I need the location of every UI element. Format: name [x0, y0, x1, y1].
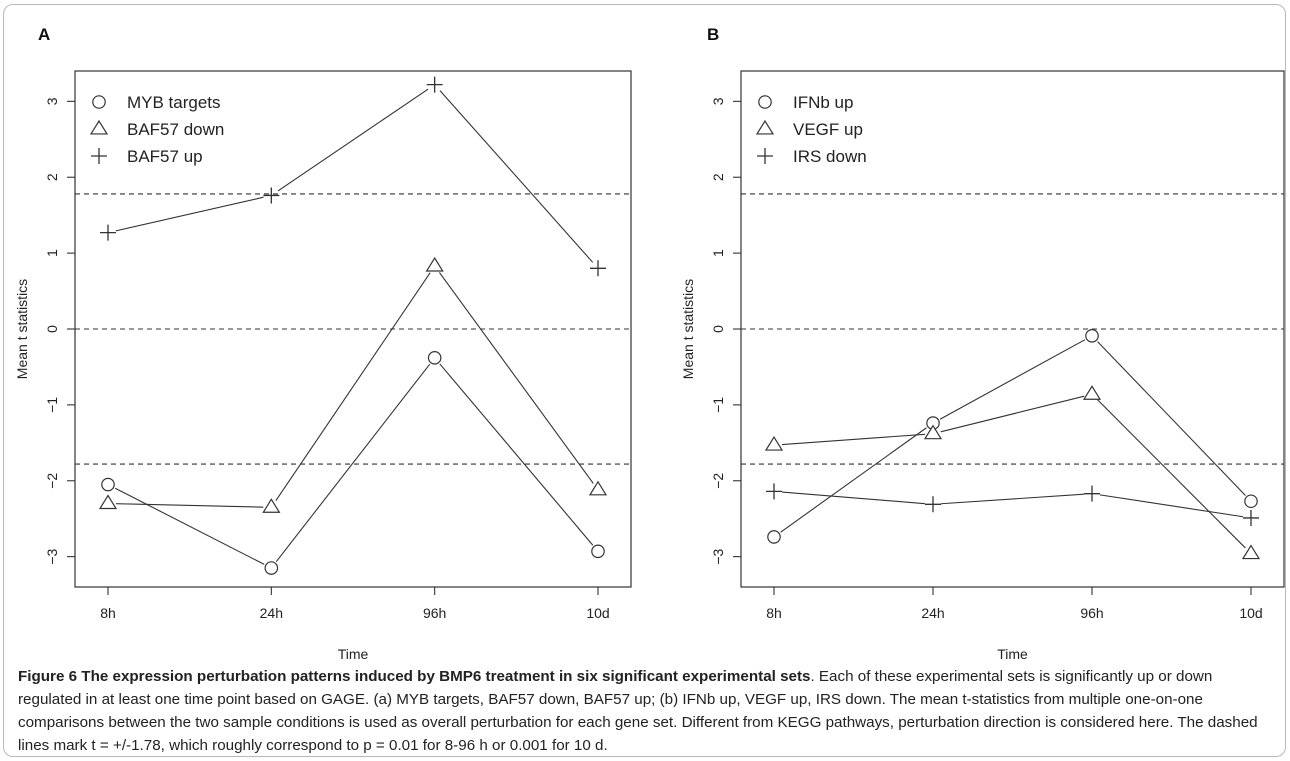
- series-ifnb-up: [767, 329, 1258, 544]
- data-point-triangle: [425, 256, 444, 272]
- legend-marker-triangle: [755, 119, 775, 135]
- data-point-triangle: [262, 498, 281, 513]
- data-point-plus: [1243, 509, 1259, 526]
- series-line-segment: [781, 433, 926, 446]
- series-line-segment: [275, 363, 431, 563]
- data-point-triangle: [1082, 385, 1102, 400]
- data-point-plus: [263, 187, 280, 204]
- legend-label: IRS down: [793, 147, 867, 166]
- data-point-plus: [925, 496, 941, 513]
- data-point-triangle: [1241, 544, 1261, 560]
- y-tick-label: 0: [44, 325, 60, 333]
- data-point-plus: [1084, 485, 1100, 502]
- x-tick-label: 10d: [586, 605, 609, 621]
- series-line-segment: [940, 493, 1085, 505]
- series-irs-down: [766, 483, 1259, 526]
- legend: IFNb up VEGF up IRS down: [755, 93, 867, 166]
- data-point-circle: [1085, 329, 1099, 343]
- y-tick-label: 1: [710, 249, 726, 257]
- data-point-circle: [264, 561, 279, 575]
- data-point-circle: [427, 351, 442, 365]
- figure-panels: A −3 −2 −1 0 1 2 3 8h 24h 96h 10d Time Mean t statist…: [14, 25, 1285, 662]
- caption-text: . Each of these experimental sets is sig…: [18, 668, 1258, 754]
- data-point-circle: [767, 530, 781, 544]
- legend-label: BAF57 down: [127, 120, 224, 139]
- y-tick-label: −3: [710, 548, 726, 564]
- data-point-circle: [101, 477, 115, 492]
- series-line-segment: [438, 272, 594, 484]
- data-point-triangle: [923, 424, 943, 440]
- series-line-segment: [1097, 399, 1246, 549]
- legend-marker-plus: [91, 148, 107, 164]
- series-baf57-down: [98, 256, 608, 513]
- x-tick-label: 96h: [1080, 605, 1103, 621]
- data-point-plus: [426, 76, 443, 93]
- series-line-segment: [115, 503, 264, 508]
- series-line-segment: [1097, 341, 1246, 496]
- y-tick-label: −1: [44, 397, 60, 413]
- series-myb-targets: [101, 351, 605, 575]
- data-point-circle: [591, 544, 605, 559]
- data-point-circle: [1244, 494, 1258, 509]
- y-tick-label: 2: [44, 173, 60, 181]
- y-tick-label: 3: [710, 97, 726, 105]
- series-line-segment: [780, 427, 927, 533]
- data-point-plus: [766, 483, 782, 500]
- y-tick-label: −2: [44, 473, 60, 489]
- legend-marker-circle: [758, 95, 772, 109]
- x-tick-label: 10d: [1239, 605, 1262, 621]
- data-point-triangle: [98, 494, 118, 510]
- y-tick-label: −3: [44, 548, 60, 564]
- y-tick-label: 3: [44, 97, 60, 105]
- legend-marker-circle: [92, 95, 106, 109]
- legend-label: BAF57 up: [127, 147, 203, 166]
- y-axis-label: Mean t statistics: [14, 279, 30, 379]
- series-line-segment: [940, 395, 1085, 433]
- series-line-segment: [1099, 494, 1244, 518]
- series-baf57-up: [100, 76, 606, 277]
- legend-marker-plus: [757, 148, 773, 164]
- y-tick-label: 2: [710, 173, 726, 181]
- x-tick-label: 8h: [100, 605, 116, 621]
- series-vegf-up: [764, 385, 1261, 560]
- series-line-segment: [275, 272, 431, 502]
- series-line-segment: [439, 90, 594, 263]
- data-point-triangle: [588, 480, 608, 496]
- y-tick-label: 0: [710, 325, 726, 333]
- series-line-segment: [439, 363, 594, 546]
- y-tick-label: −1: [710, 397, 726, 413]
- y-tick-label: 1: [44, 249, 60, 257]
- legend-label: VEGF up: [793, 120, 863, 139]
- panel-label: A: [38, 25, 50, 44]
- legend-label: IFNb up: [793, 93, 853, 112]
- data-point-plus: [590, 260, 606, 277]
- y-axis-label: Mean t statistics: [680, 279, 696, 379]
- x-axis-label: Time: [338, 646, 369, 662]
- legend-label: MYB targets: [127, 93, 221, 112]
- series-line-segment: [115, 196, 264, 232]
- x-tick-label: 96h: [423, 605, 446, 621]
- x-tick-label: 24h: [260, 605, 283, 621]
- x-tick-label: 8h: [766, 605, 782, 621]
- x-axis-label: Time: [997, 646, 1028, 662]
- y-tick-label: −2: [710, 473, 726, 489]
- series-line-segment: [277, 88, 429, 192]
- legend-marker-triangle: [89, 119, 109, 135]
- panel-a: A −3 −2 −1 0 1 2 3 8h 24h 96h 10d Time Mean t statist…: [14, 25, 632, 662]
- panel-b: B −3 −2 −1 0 1 2 3 8h 24h 96h 10d Time Mean t statist…: [680, 25, 1285, 662]
- x-tick-label: 24h: [921, 605, 944, 621]
- caption-title: Figure 6 The expression perturbation pat…: [18, 668, 811, 685]
- legend: MYB targets BAF57 down BAF57 up: [89, 93, 224, 166]
- series-line-segment: [939, 339, 1086, 420]
- figure-caption: Figure 6 The expression perturbation pat…: [18, 665, 1270, 757]
- panel-label: B: [707, 25, 719, 44]
- series-line-segment: [781, 491, 926, 505]
- data-point-triangle: [764, 435, 784, 451]
- data-point-plus: [100, 224, 116, 241]
- figure-frame: [3, 4, 1286, 757]
- series-line-segment: [114, 487, 265, 565]
